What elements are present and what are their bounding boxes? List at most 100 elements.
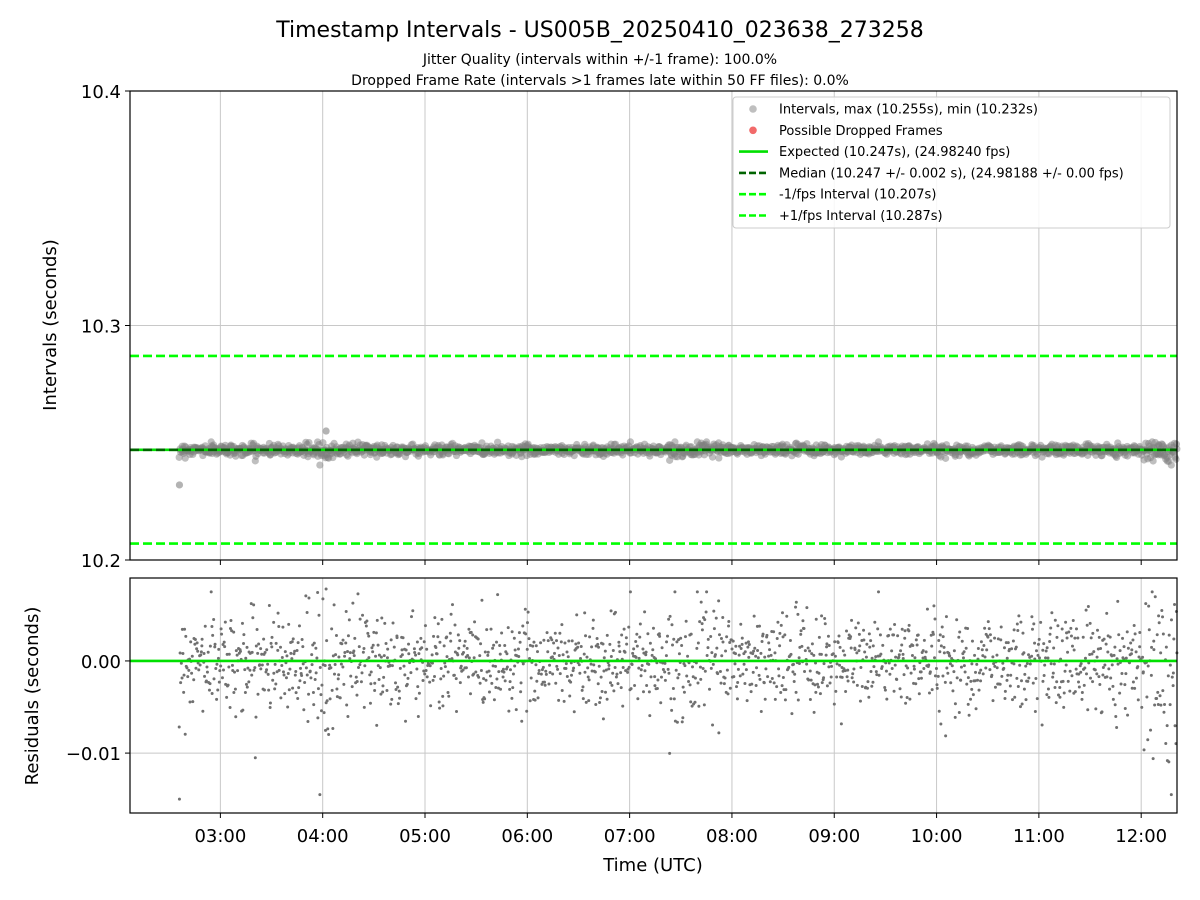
residual-point <box>599 675 603 679</box>
residual-point <box>419 636 423 640</box>
residual-point <box>1146 664 1150 668</box>
residual-point <box>1055 635 1059 639</box>
x-tick-label: 06:00 <box>501 826 553 847</box>
residual-point <box>1051 675 1055 679</box>
residual-point <box>180 627 184 631</box>
residual-point <box>708 687 712 691</box>
residual-point <box>396 685 400 689</box>
residual-point <box>384 641 388 645</box>
residual-point <box>357 665 361 669</box>
residual-point <box>685 674 689 678</box>
residual-point <box>1159 703 1163 707</box>
residual-point <box>243 690 247 694</box>
residual-point <box>805 606 809 610</box>
residual-point <box>277 668 281 672</box>
residual-point <box>554 681 558 685</box>
residual-point <box>274 641 278 645</box>
residual-point <box>779 623 783 627</box>
residual-point <box>820 614 824 618</box>
residual-point <box>858 644 862 648</box>
residual-point <box>557 698 561 702</box>
residual-point <box>719 637 723 641</box>
residual-point <box>1165 724 1169 728</box>
residual-point <box>563 641 567 645</box>
residual-point <box>508 687 512 691</box>
residual-point <box>768 680 772 684</box>
residual-point <box>241 708 245 712</box>
residual-point <box>190 654 194 658</box>
residual-point <box>351 601 355 605</box>
residual-point <box>191 700 195 704</box>
residual-point <box>570 639 574 643</box>
residual-point <box>477 675 481 679</box>
residual-point <box>690 704 694 708</box>
residual-point <box>1092 650 1096 654</box>
residual-point <box>583 611 587 615</box>
residual-point <box>268 706 272 710</box>
residual-point <box>760 639 764 643</box>
residual-point <box>431 678 435 682</box>
residual-point <box>423 624 427 628</box>
residual-point <box>927 663 931 667</box>
bottom-gridlines <box>130 578 1177 813</box>
residual-point <box>548 671 552 675</box>
residual-point <box>527 637 531 641</box>
x-tick-label: 12:00 <box>1115 826 1167 847</box>
residual-point <box>1083 666 1087 670</box>
residual-point <box>305 673 309 677</box>
residual-point <box>639 668 643 672</box>
residual-point <box>519 690 523 694</box>
residual-point <box>423 672 427 676</box>
residual-point <box>1134 650 1138 654</box>
residual-point <box>564 662 568 666</box>
residual-point <box>971 693 975 697</box>
interval-point <box>570 451 578 460</box>
residual-point <box>539 672 543 676</box>
residual-point <box>400 648 404 652</box>
residual-point <box>1046 687 1050 691</box>
residual-point <box>802 627 806 631</box>
residual-point <box>458 639 462 643</box>
residual-point <box>479 642 483 646</box>
residual-point <box>979 679 983 683</box>
residual-point <box>344 609 348 613</box>
residual-point <box>375 618 379 622</box>
residual-point <box>359 680 363 684</box>
residual-point <box>409 671 413 675</box>
residual-point <box>510 630 514 634</box>
residual-point <box>883 685 887 689</box>
residual-point <box>1123 683 1127 687</box>
residual-point <box>280 664 284 668</box>
top-y-axis-label: Intervals (seconds) <box>40 239 61 411</box>
residual-point <box>1159 651 1163 655</box>
residual-point <box>452 673 456 677</box>
x-tick-label: 09:00 <box>808 826 860 847</box>
residual-point <box>345 703 349 707</box>
residual-point <box>1173 602 1177 606</box>
residual-point <box>1149 728 1153 732</box>
residual-point <box>733 662 737 666</box>
residual-point <box>1043 663 1047 667</box>
residual-point <box>576 645 580 649</box>
residual-point <box>1095 672 1099 676</box>
residual-point <box>922 638 926 642</box>
residual-point <box>361 650 365 654</box>
residual-point <box>395 636 399 640</box>
residual-point <box>537 672 541 676</box>
residual-point <box>279 645 283 649</box>
residual-point <box>443 665 447 669</box>
residual-point <box>1097 635 1101 639</box>
residual-point <box>309 676 313 680</box>
x-tick-label: 08:00 <box>706 826 758 847</box>
residual-point <box>1019 679 1023 683</box>
residual-point <box>1169 618 1173 622</box>
residual-point <box>1161 632 1165 636</box>
residual-point <box>806 646 810 650</box>
residual-point <box>348 657 352 661</box>
residual-point <box>959 665 963 669</box>
residual-point <box>365 619 369 623</box>
residual-point <box>454 677 458 681</box>
residual-point <box>195 647 199 651</box>
residual-point <box>469 692 473 696</box>
residual-point <box>355 680 359 684</box>
